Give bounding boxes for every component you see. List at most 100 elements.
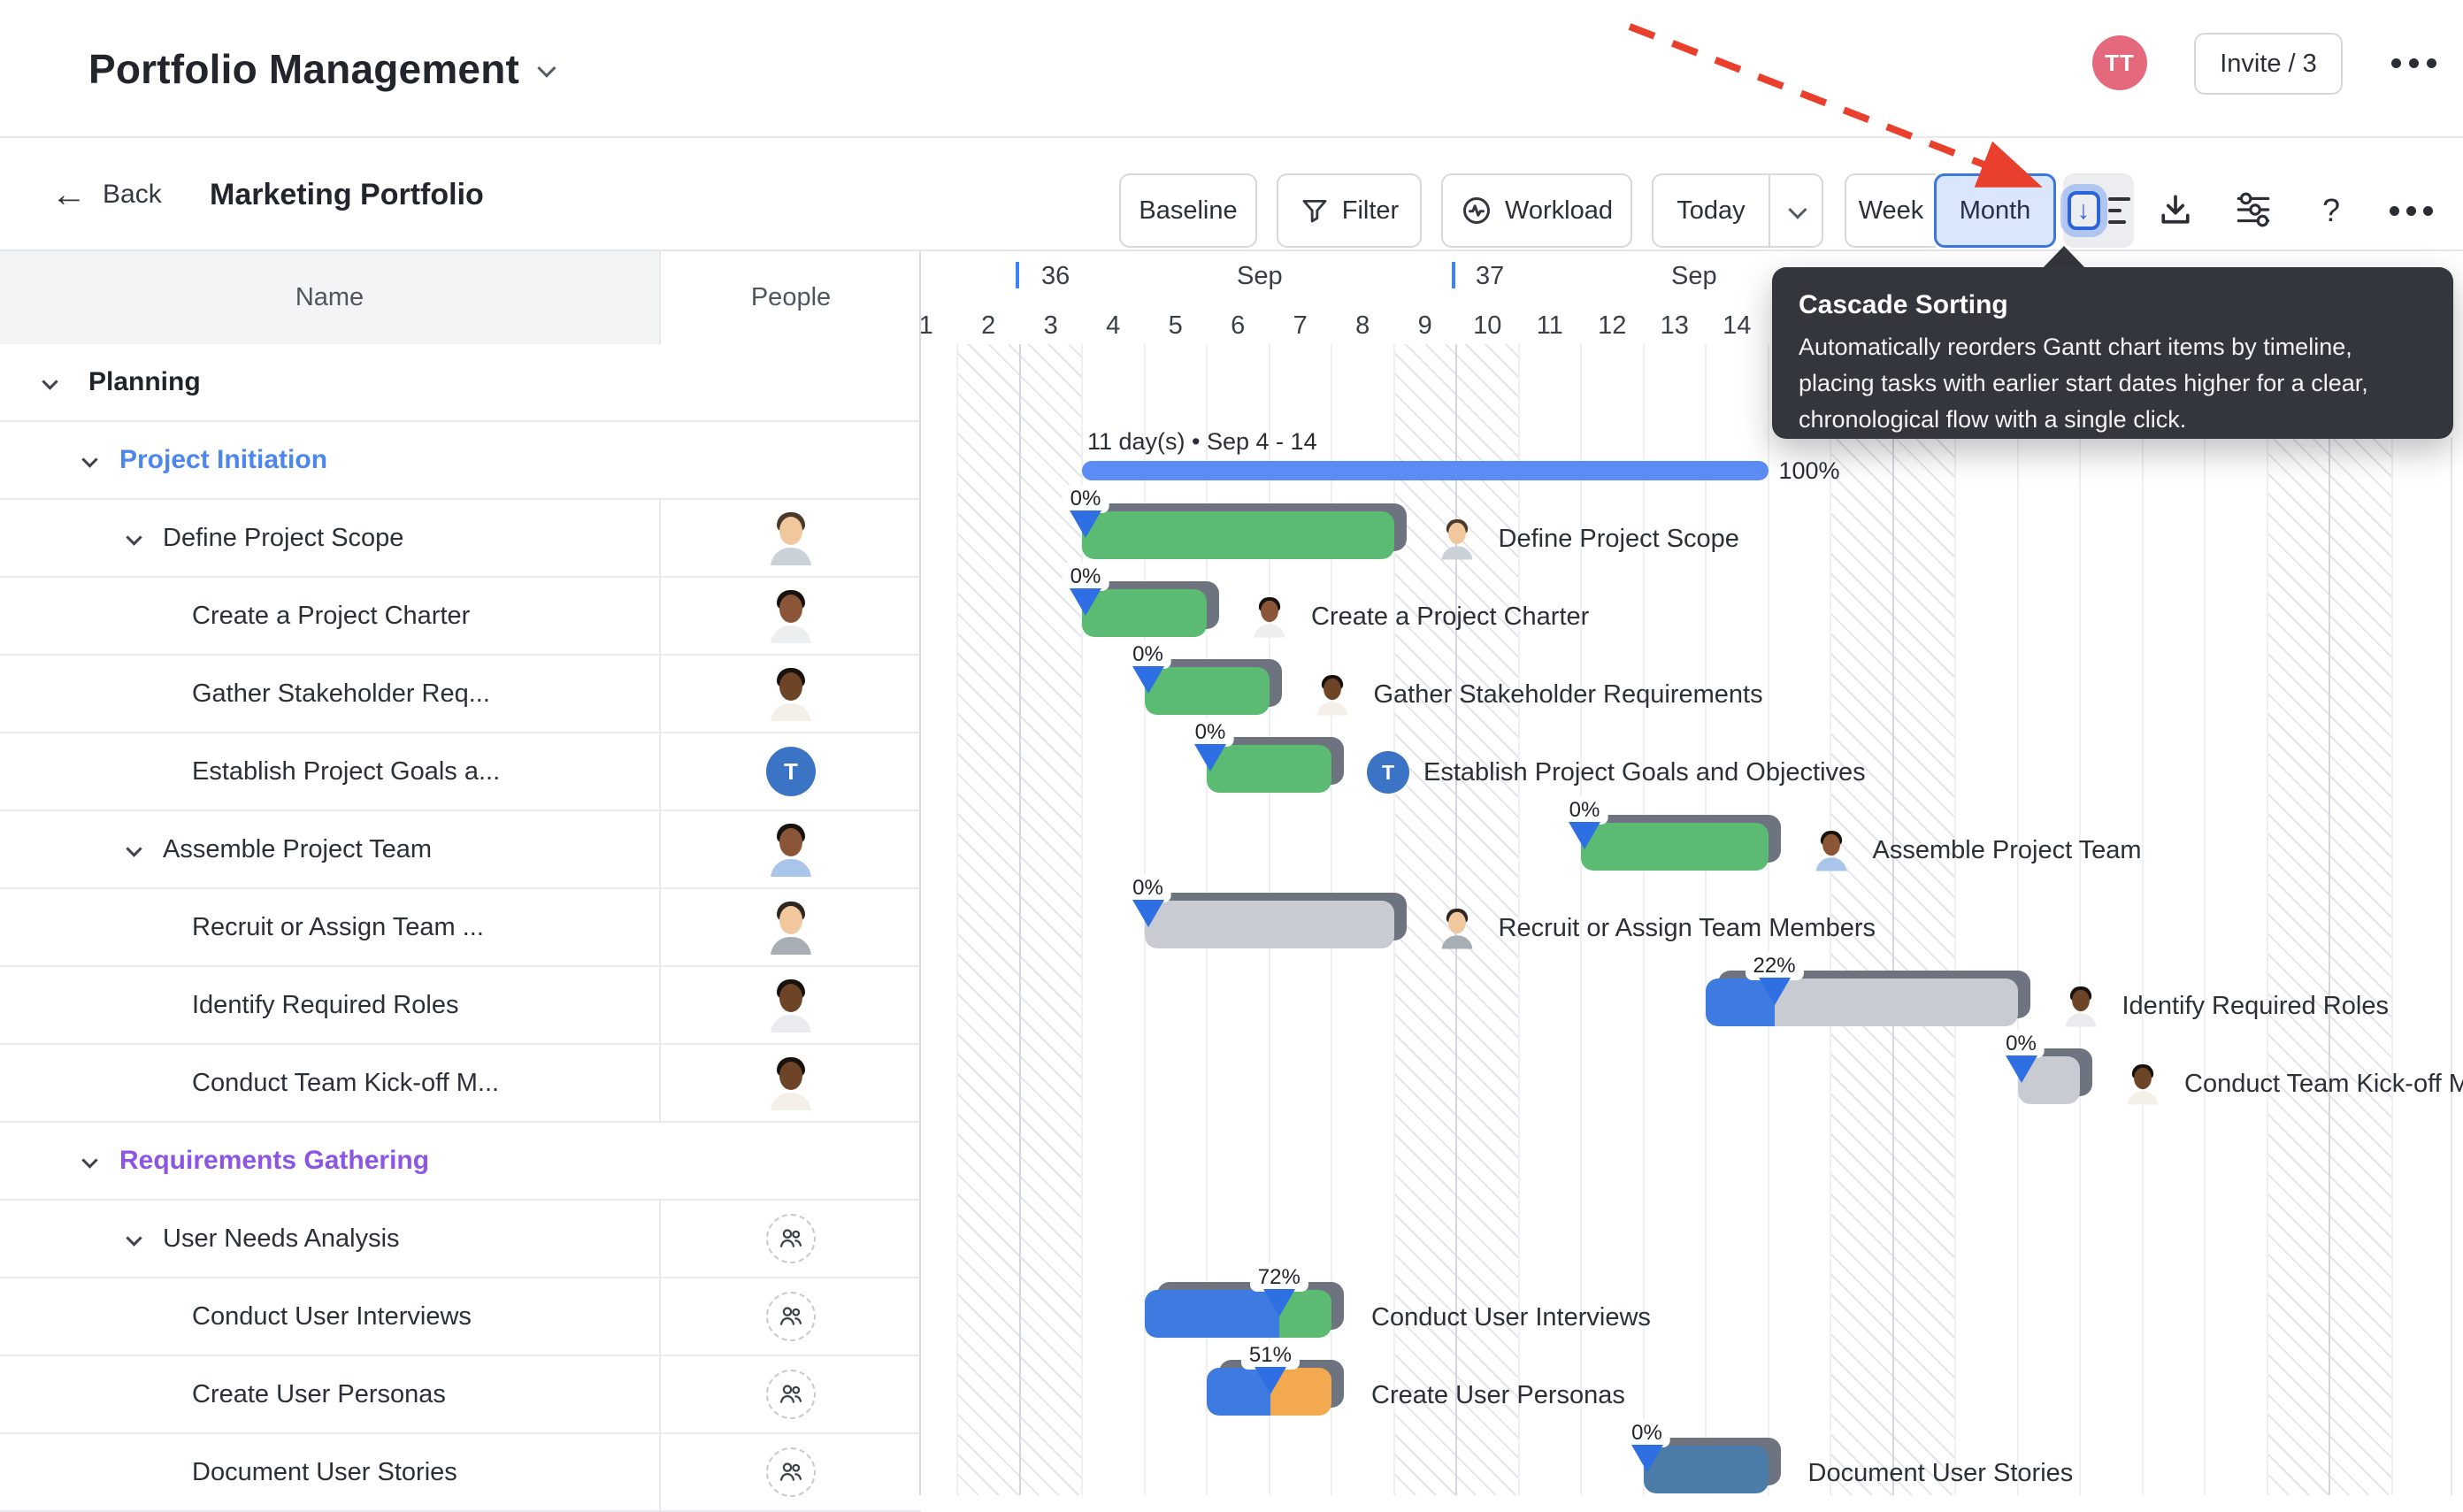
table-row[interactable]: Recruit or Assign Team ... bbox=[0, 889, 921, 967]
toolbar-more-icon[interactable] bbox=[2380, 173, 2442, 248]
task-name-cell[interactable]: Requirements Gathering bbox=[0, 1123, 661, 1199]
task-name-cell[interactable]: Project Initiation bbox=[0, 422, 661, 498]
back-button[interactable]: ← Back bbox=[51, 175, 162, 214]
task-name-cell[interactable]: Gather Stakeholder Req... bbox=[0, 656, 661, 732]
people-cell[interactable] bbox=[661, 656, 921, 732]
portfolio-switcher[interactable]: Portfolio Management bbox=[88, 0, 556, 138]
table-row[interactable]: Create a Project Charter bbox=[0, 578, 921, 656]
assignee-avatar[interactable] bbox=[763, 510, 818, 565]
people-cell[interactable] bbox=[661, 344, 921, 420]
workload-button[interactable]: Workload bbox=[1441, 173, 1632, 248]
table-row[interactable]: Project Initiation bbox=[0, 422, 921, 500]
more-menu-icon[interactable] bbox=[2378, 35, 2449, 90]
task-name-cell[interactable]: Identify Required Roles bbox=[0, 967, 661, 1043]
people-cell[interactable] bbox=[661, 422, 921, 498]
assignee-avatar[interactable] bbox=[763, 978, 818, 1032]
gantt-bar[interactable] bbox=[1144, 667, 1270, 715]
people-cell[interactable] bbox=[661, 500, 921, 576]
assignee-avatar[interactable] bbox=[2122, 1063, 2163, 1105]
table-row[interactable]: Conduct Team Kick-off M... bbox=[0, 1045, 921, 1123]
assignee-avatar[interactable] bbox=[763, 1055, 818, 1110]
people-cell[interactable] bbox=[661, 889, 921, 965]
assignee-avatar[interactable] bbox=[1810, 829, 1852, 871]
progress-marker-icon[interactable] bbox=[1630, 1445, 1663, 1472]
progress-marker-icon[interactable] bbox=[1569, 822, 1600, 849]
task-name-cell[interactable]: Create User Personas bbox=[0, 1356, 661, 1432]
assignee-avatar[interactable] bbox=[763, 822, 818, 877]
month-toggle-button[interactable]: Month bbox=[1934, 173, 2056, 248]
help-button[interactable]: ? bbox=[2300, 173, 2362, 248]
assignee-avatar[interactable] bbox=[1436, 518, 1477, 560]
chevron-down-icon[interactable] bbox=[42, 373, 58, 390]
table-row[interactable]: Identify Required Roles bbox=[0, 967, 921, 1045]
people-cell[interactable] bbox=[661, 1201, 921, 1277]
export-button[interactable] bbox=[2145, 173, 2206, 248]
gantt-bar[interactable] bbox=[1144, 1290, 1331, 1338]
table-row[interactable]: Requirements Gathering bbox=[0, 1123, 921, 1201]
settings-button[interactable] bbox=[2222, 173, 2284, 248]
gantt-bar[interactable] bbox=[1581, 823, 1769, 871]
progress-marker-icon[interactable] bbox=[1194, 744, 1226, 771]
unassigned-people-icon[interactable] bbox=[766, 1214, 816, 1263]
people-cell[interactable] bbox=[661, 811, 921, 887]
progress-marker-icon[interactable] bbox=[1132, 666, 1164, 694]
gantt-bar[interactable] bbox=[1082, 511, 1394, 559]
assignee-initial-avatar[interactable]: T bbox=[766, 747, 816, 796]
chevron-down-icon[interactable] bbox=[126, 840, 142, 857]
baseline-button[interactable]: Baseline bbox=[1119, 173, 1257, 248]
assignee-avatar[interactable] bbox=[1248, 595, 1290, 638]
table-divider[interactable] bbox=[919, 251, 921, 1495]
gantt-bar[interactable] bbox=[1643, 1446, 1769, 1493]
people-cell[interactable] bbox=[661, 578, 921, 654]
table-row[interactable]: Assemble Project Team bbox=[0, 811, 921, 889]
unassigned-people-icon[interactable] bbox=[766, 1447, 816, 1497]
assignee-avatar[interactable] bbox=[1436, 907, 1477, 949]
assignee-avatar[interactable] bbox=[763, 900, 818, 955]
people-cell[interactable] bbox=[661, 967, 921, 1043]
chevron-down-icon[interactable] bbox=[81, 1152, 98, 1169]
people-cell[interactable] bbox=[661, 1278, 921, 1355]
cascade-sorting-button[interactable]: ↓ bbox=[2063, 173, 2134, 248]
progress-marker-icon[interactable] bbox=[1262, 1289, 1295, 1316]
table-row[interactable]: Establish Project Goals a... T bbox=[0, 733, 921, 811]
table-row[interactable]: Create User Personas bbox=[0, 1356, 921, 1434]
gantt-bar[interactable] bbox=[1082, 589, 1207, 637]
assignee-avatar[interactable] bbox=[1311, 673, 1353, 716]
task-name-cell[interactable]: Document User Stories bbox=[0, 1434, 661, 1510]
summary-bar[interactable] bbox=[1082, 461, 1769, 480]
column-header-name[interactable]: Name bbox=[0, 251, 661, 344]
people-cell[interactable] bbox=[661, 1434, 921, 1510]
task-name-cell[interactable]: Conduct User Interviews bbox=[0, 1278, 661, 1355]
assignee-initial-avatar[interactable]: T bbox=[1367, 751, 1409, 794]
task-name-cell[interactable]: Create a Project Charter bbox=[0, 578, 661, 654]
people-cell[interactable]: T bbox=[661, 733, 921, 810]
task-name-cell[interactable]: User Needs Analysis bbox=[0, 1201, 661, 1277]
progress-marker-icon[interactable] bbox=[1254, 1367, 1286, 1394]
assignee-avatar[interactable] bbox=[763, 588, 818, 643]
table-row[interactable]: Gather Stakeholder Req... bbox=[0, 656, 921, 733]
unassigned-people-icon[interactable] bbox=[766, 1370, 816, 1419]
chevron-down-icon[interactable] bbox=[126, 1230, 142, 1247]
progress-marker-icon[interactable] bbox=[1132, 900, 1164, 927]
task-name-cell[interactable]: Recruit or Assign Team ... bbox=[0, 889, 661, 965]
task-name-cell[interactable]: Conduct Team Kick-off M... bbox=[0, 1045, 661, 1121]
table-row[interactable]: Document User Stories bbox=[0, 1434, 921, 1512]
today-dropdown[interactable] bbox=[1770, 199, 1822, 219]
people-cell[interactable] bbox=[661, 1356, 921, 1432]
gantt-bar[interactable] bbox=[1207, 745, 1331, 793]
assignee-avatar[interactable] bbox=[763, 666, 818, 721]
task-name-cell[interactable]: Establish Project Goals a... bbox=[0, 733, 661, 810]
table-row[interactable]: Planning bbox=[0, 344, 921, 422]
gantt-bar[interactable] bbox=[1706, 979, 2018, 1026]
people-cell[interactable] bbox=[661, 1123, 921, 1199]
user-avatar[interactable]: TT bbox=[2092, 35, 2147, 90]
people-cell[interactable] bbox=[661, 1045, 921, 1121]
chevron-down-icon[interactable] bbox=[126, 529, 142, 546]
table-row[interactable]: Define Project Scope bbox=[0, 500, 921, 578]
invite-button[interactable]: Invite / 3 bbox=[2194, 33, 2343, 95]
chevron-down-icon[interactable] bbox=[81, 451, 98, 468]
table-row[interactable]: Conduct User Interviews bbox=[0, 1278, 921, 1356]
task-name-cell[interactable]: Define Project Scope bbox=[0, 500, 661, 576]
progress-marker-icon[interactable] bbox=[1758, 978, 1791, 1005]
task-name-cell[interactable]: Assemble Project Team bbox=[0, 811, 661, 887]
